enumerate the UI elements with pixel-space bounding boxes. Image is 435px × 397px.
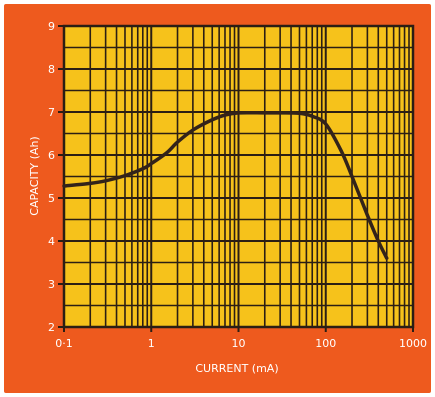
x-tick-label: 0·1 (55, 337, 73, 350)
y-tick-label: 8 (48, 63, 55, 76)
series-line (62, 110, 389, 260)
y-axis: 2 3 4 5 6 7 8 9 (48, 20, 64, 334)
x-tick-label: 1 (148, 337, 155, 350)
y-tick-label: 4 (48, 235, 55, 248)
y-axis-title: CAPACITY (Ah) (28, 136, 41, 215)
y-tick-label: 9 (48, 20, 55, 33)
y-tick-label: 6 (48, 149, 55, 162)
y-tick-label: 5 (48, 192, 55, 205)
y-tick-label: 7 (48, 106, 55, 119)
y-tick-label: 2 (48, 321, 55, 334)
x-tick-label: 1000 (399, 337, 427, 350)
data-series (62, 110, 389, 260)
x-axis: 0·1 1 10 100 1000 (55, 327, 427, 350)
grid-lines (64, 26, 413, 327)
x-tick-label: 100 (315, 337, 336, 350)
y-tick-label: 3 (48, 278, 55, 291)
x-axis-title: CURRENT (mA) (195, 362, 278, 375)
x-tick-label: 10 (232, 337, 246, 350)
